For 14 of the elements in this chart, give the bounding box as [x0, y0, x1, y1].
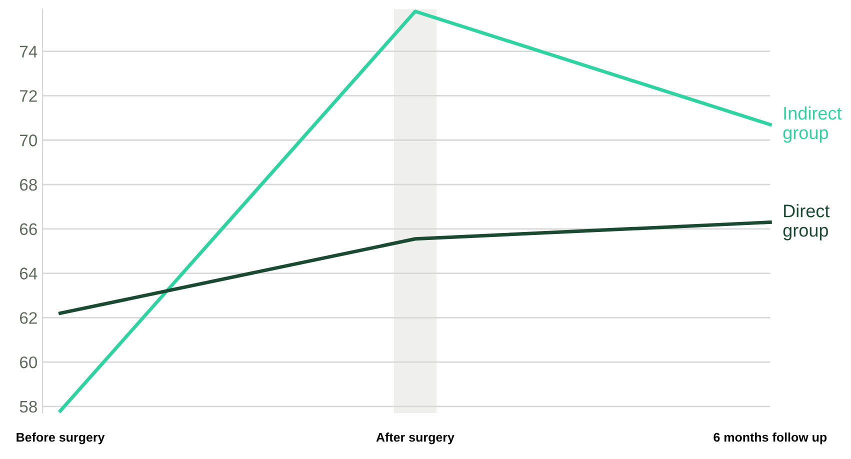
y-tick-label: 68: [20, 178, 37, 191]
x-tick-label: After surgery: [376, 432, 454, 444]
y-tick-label: 60: [20, 356, 38, 368]
x-tick-label: 6 months follow up: [714, 432, 827, 444]
y-tick-label: 58: [20, 400, 37, 413]
series-label: Direct group: [783, 204, 830, 240]
y-tick-label: 72: [20, 90, 37, 102]
x-tick-label: Before surgery: [16, 432, 105, 444]
y-tick-label: 66: [20, 223, 37, 236]
series-label: Indirect group: [783, 106, 842, 143]
y-tick-label: 70: [20, 134, 38, 146]
y-tick-label: 74: [20, 46, 38, 58]
y-tick-label: 64: [20, 268, 38, 280]
y-tick-label: 62: [20, 312, 37, 324]
